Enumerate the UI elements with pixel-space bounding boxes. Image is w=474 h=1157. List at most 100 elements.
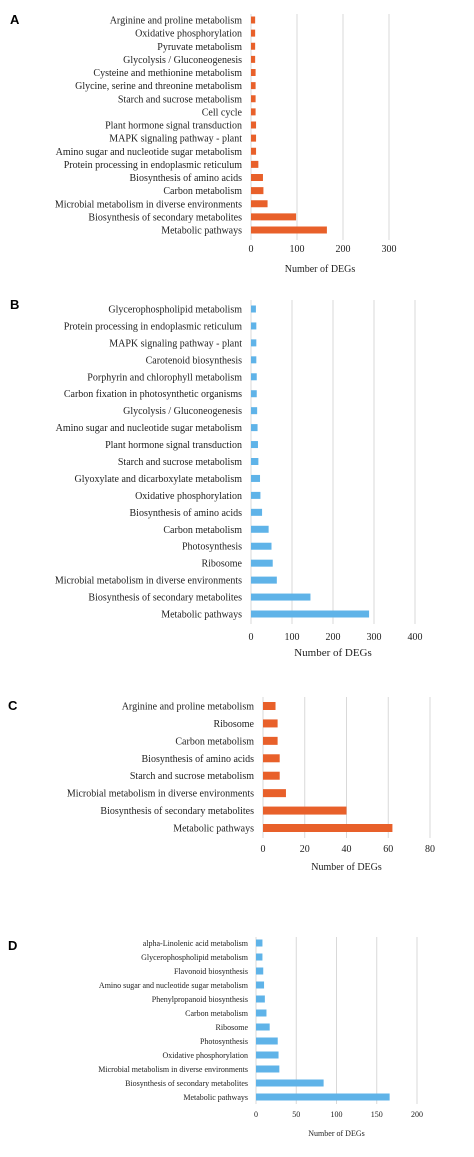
bar-c-2 — [263, 736, 278, 745]
bar-c-7 — [263, 824, 393, 832]
category-label-b-10: Glyoxylate and dicarboxylate metabolism — [75, 474, 243, 485]
category-label-d-10: Biosynthesis of secondary metabolites — [125, 1079, 248, 1088]
category-label-d-1: Glycerophospholipid metabolism — [141, 953, 249, 962]
category-label-b-6: Glycolysis / Gluconeogenesis — [123, 406, 242, 417]
bar-d-11 — [256, 1093, 390, 1101]
category-label-a-12: Biosynthesis of amino acids — [130, 173, 243, 184]
category-label-c-6: Biosynthesis of secondary metabolites — [100, 806, 254, 817]
category-label-c-7: Metabolic pathways — [173, 824, 254, 835]
category-label-a-3: Glycolysis / Gluconeogenesis — [123, 55, 242, 66]
bar-c-6 — [263, 806, 347, 815]
category-label-d-2: Flavonoid biosynthesis — [174, 967, 248, 976]
category-label-b-0: Glycerophospholipid metabolism — [108, 305, 242, 316]
chart-panel-b: B Glycerophospholipid metabolism Protein p… — [10, 297, 423, 659]
bar-b-10 — [251, 474, 261, 482]
category-label-b-2: MAPK signaling pathway - plant — [109, 338, 242, 349]
panel-letter-b: B — [10, 297, 19, 312]
category-label-b-1: Protein processing in endoplasmic reticu… — [64, 321, 243, 332]
category-label-a-6: Starch and sucrose metabolism — [118, 94, 242, 105]
tick-label-d-100: 100 — [331, 1110, 343, 1119]
bar-a-15 — [251, 213, 297, 221]
category-label-a-4: Cysteine and methionine metabolism — [93, 68, 242, 79]
category-label-a-2: Pyruvate metabolism — [157, 42, 242, 53]
bar-d-1 — [256, 953, 263, 961]
panel-letter-a: A — [10, 12, 20, 27]
chart-panel-c: C Arginine and proline metabolism Ribosome… — [8, 697, 435, 873]
bar-a-6 — [251, 95, 256, 103]
bar-a-10 — [251, 147, 257, 155]
bar-a-14 — [251, 200, 268, 208]
category-label-a-11: Protein processing in endoplasmic reticu… — [64, 160, 243, 171]
category-label-c-2: Carbon metabolism — [175, 736, 254, 747]
bar-b-9 — [251, 458, 259, 465]
category-label-a-8: Plant hormone signal transduction — [105, 121, 242, 132]
category-label-b-14: Photosynthesis — [182, 542, 242, 553]
tick-label-c-0: 0 — [261, 844, 266, 855]
bar-d-5 — [256, 1009, 267, 1017]
category-label-d-3: Amino sugar and nucleotide sugar metabol… — [99, 981, 249, 990]
tick-label-c-20: 20 — [300, 844, 310, 855]
category-label-a-13: Carbon metabolism — [163, 186, 242, 197]
category-label-b-7: Amino sugar and nucleotide sugar metabol… — [56, 423, 243, 434]
bar-c-5 — [263, 789, 286, 798]
tick-label-b-0: 0 — [249, 632, 254, 643]
bar-a-13 — [251, 187, 264, 195]
bar-d-9 — [256, 1065, 280, 1073]
bar-c-3 — [263, 754, 280, 763]
bar-b-5 — [251, 390, 257, 398]
category-label-d-4: Phenylpropanoid biosynthesis — [152, 995, 248, 1004]
tick-label-c-40: 40 — [342, 844, 352, 855]
bar-a-11 — [251, 160, 259, 168]
bar-a-12 — [251, 174, 263, 181]
category-label-a-14: Microbial metabolism in diverse environm… — [55, 199, 242, 210]
tick-label-d-50: 50 — [292, 1110, 300, 1119]
bar-a-8 — [251, 121, 257, 129]
bar-b-7 — [251, 424, 258, 432]
bar-d-10 — [256, 1079, 324, 1087]
tick-label-a-200: 200 — [336, 244, 351, 255]
bar-b-14 — [251, 542, 272, 550]
tick-label-b-400: 400 — [408, 632, 423, 643]
category-label-a-10: Amino sugar and nucleotide sugar metabol… — [56, 147, 243, 158]
category-label-d-0: alpha-Linolenic acid metabolism — [143, 939, 249, 948]
category-label-b-16: Microbial metabolism in diverse environm… — [55, 576, 242, 587]
category-label-a-15: Biosynthesis of secondary metabolites — [88, 212, 242, 223]
category-label-a-5: Glycine, serine and threonine metabolism — [75, 81, 242, 92]
bar-d-6 — [256, 1023, 270, 1031]
category-label-d-11: Metabolic pathways — [183, 1093, 248, 1102]
category-label-b-12: Biosynthesis of amino acids — [130, 508, 243, 519]
bar-a-16 — [251, 226, 327, 234]
chart-panel-a: A Arginine and proline metabolism Oxidativ… — [10, 12, 397, 275]
category-label-d-5: Carbon metabolism — [185, 1009, 249, 1018]
category-label-b-9: Starch and sucrose metabolism — [118, 457, 242, 468]
bar-a-7 — [251, 108, 256, 116]
category-label-b-5: Carbon fixation in photosynthetic organi… — [64, 389, 242, 400]
bar-b-6 — [251, 407, 258, 415]
bar-b-17 — [251, 593, 311, 601]
category-label-c-0: Arginine and proline metabolism — [122, 702, 255, 713]
category-label-a-16: Metabolic pathways — [161, 226, 242, 237]
bar-b-15 — [251, 559, 273, 567]
bar-b-8 — [251, 441, 258, 449]
bar-a-9 — [251, 134, 257, 142]
category-label-b-8: Plant hormone signal transduction — [105, 440, 242, 451]
category-label-c-3: Biosynthesis of amino acids — [142, 754, 255, 765]
tick-label-a-0: 0 — [249, 244, 254, 255]
x-axis-title-a: Number of DEGs — [285, 264, 356, 275]
bar-b-18 — [251, 610, 370, 618]
bar-b-16 — [251, 576, 277, 584]
bar-a-3 — [251, 55, 256, 63]
panel-letter-c: C — [8, 698, 18, 713]
category-label-a-1: Oxidative phosphorylation — [135, 29, 242, 40]
bar-a-0 — [251, 16, 256, 24]
tick-label-d-200: 200 — [411, 1110, 423, 1119]
category-label-b-17: Biosynthesis of secondary metabolites — [88, 593, 242, 604]
category-label-a-7: Cell cycle — [202, 107, 243, 118]
bar-d-2 — [256, 967, 264, 975]
x-axis-title-b: Number of DEGs — [294, 647, 372, 659]
bar-b-12 — [251, 508, 263, 516]
bar-b-11 — [251, 491, 261, 499]
category-label-c-1: Ribosome — [213, 719, 254, 730]
tick-label-b-100: 100 — [285, 632, 300, 643]
